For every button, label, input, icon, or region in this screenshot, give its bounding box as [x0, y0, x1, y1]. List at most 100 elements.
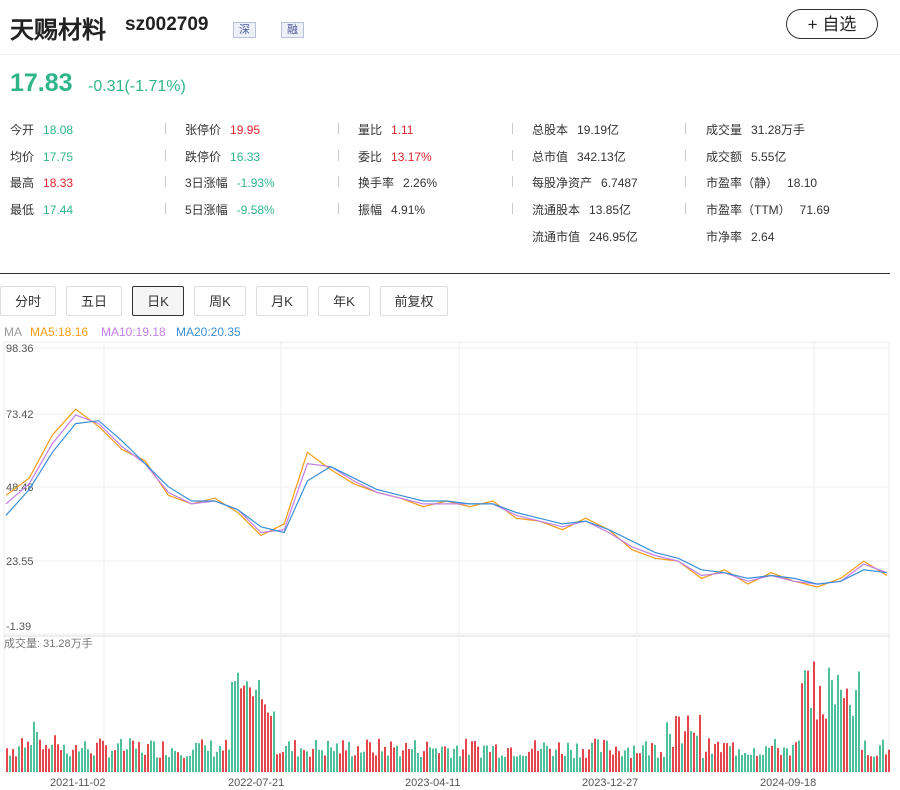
add-watchlist-button[interactable]: + 自选: [786, 9, 878, 39]
stat-label: 流通股本: [532, 203, 581, 217]
volume-bar: [336, 743, 338, 772]
volume-bar: [885, 754, 887, 772]
volume-bar: [387, 755, 389, 772]
volume-bar: [249, 687, 251, 772]
volume-bar: [198, 743, 200, 772]
volume-bar: [270, 715, 272, 772]
volume-bar: [102, 740, 104, 772]
volume-bar: [33, 721, 35, 772]
volume-bar: [81, 748, 83, 772]
volume-bar: [786, 748, 788, 772]
volume-bar: [579, 757, 581, 772]
volume-bar: [204, 745, 206, 772]
tab-yearly-k[interactable]: 年K: [318, 286, 370, 316]
x-tick-label: 2023-12-27: [582, 777, 638, 789]
stat-value: 71.69: [799, 203, 830, 217]
volume-bar: [51, 744, 53, 772]
stat-label: 振幅: [358, 203, 383, 217]
quote-stat: 总股本 19.19亿: [532, 121, 619, 138]
volume-bar: [60, 750, 62, 772]
stat-value: -9.58%: [236, 203, 275, 217]
volume-bar: [222, 750, 224, 772]
volume-bar: [678, 716, 680, 772]
volume-bar: [273, 711, 275, 772]
volume-bar: [27, 741, 29, 772]
volume-bar: [444, 746, 446, 772]
tab-five-day[interactable]: 五日: [66, 286, 122, 316]
volume-bar: [285, 746, 287, 772]
tab-weekly-k[interactable]: 周K: [194, 286, 246, 316]
volume-bar: [156, 757, 158, 772]
volume-bar: [441, 746, 443, 772]
volume-bar: [153, 741, 155, 772]
volume-bar: [615, 746, 617, 772]
volume-bar: [456, 745, 458, 772]
volume-bar: [828, 667, 830, 772]
quote-stat: 成交额 5.55亿: [706, 148, 786, 165]
tab-adjust[interactable]: 前复权: [380, 286, 448, 316]
volume-bar: [150, 740, 152, 772]
volume-bar: [747, 754, 749, 772]
volume-bar: [522, 755, 524, 772]
volume-bar: [867, 755, 869, 772]
tab-monthly-k[interactable]: 月K: [256, 286, 308, 316]
ma-line-ma20: [5, 420, 888, 585]
volume-bar: [12, 749, 14, 772]
stock-name: 天赐材料: [10, 17, 106, 44]
quote-stat: 均价 17.75: [10, 148, 73, 165]
volume-bar: [714, 743, 716, 772]
quote-stat: 成交量 31.28万手: [706, 121, 805, 138]
volume-bar: [762, 754, 764, 772]
volume-bar: [324, 755, 326, 772]
volume-bar: [648, 755, 650, 772]
volume-bar: [57, 744, 59, 772]
stat-label: 张停价: [185, 123, 222, 137]
volume-bar: [63, 744, 65, 772]
stat-label: 市盈率（TTM）: [706, 203, 791, 217]
stock-code: sz002709: [125, 14, 209, 35]
quote-stat: 今开 18.08: [10, 121, 73, 138]
volume-bar: [405, 742, 407, 772]
volume-bar: [492, 746, 494, 772]
volume-bar: [219, 746, 221, 772]
x-tick-label: 2022-07-21: [228, 777, 284, 789]
stat-label: 最高: [10, 176, 35, 190]
volume-bar: [663, 756, 665, 772]
tab-intraday[interactable]: 分时: [0, 286, 56, 316]
volume-bar: [774, 738, 776, 772]
volume-bar: [72, 749, 74, 772]
volume-bar: [120, 738, 122, 772]
volume-bar: [228, 749, 230, 772]
volume-bar: [15, 756, 17, 772]
volume-bar: [531, 748, 533, 772]
quote-stat: 市净率 2.64: [706, 228, 774, 245]
volume-bar: [279, 753, 281, 772]
volume-bar: [837, 674, 839, 772]
stat-label: 5日涨幅: [185, 203, 228, 217]
stat-value: 18.08: [43, 123, 74, 137]
stat-label: 换手率: [358, 176, 395, 190]
volume-bar: [519, 755, 521, 772]
volume-bar: [297, 756, 299, 772]
volume-bar: [843, 698, 845, 772]
volume-bar: [144, 754, 146, 772]
volume-bar: [252, 696, 254, 772]
kline-chart[interactable]: 98.36 73.42 48.48 23.55 -1.39 2021-11-02 2022-…: [0, 340, 892, 790]
ma-line-ma5: [5, 408, 888, 588]
volume-bar: [408, 749, 410, 772]
volume-bar: [570, 750, 572, 772]
volume-bar: [402, 750, 404, 772]
volume-bar: [96, 742, 98, 772]
tab-daily-k[interactable]: 日K: [132, 286, 184, 316]
quote-stat: 振幅 4.91%: [358, 201, 425, 218]
stat-separator: [512, 123, 513, 134]
stat-separator: [512, 176, 513, 187]
volume-bar: [465, 738, 467, 772]
volume-bar: [48, 748, 50, 772]
volume-bar: [90, 753, 92, 772]
volume-bar: [474, 741, 476, 772]
volume-bar: [471, 741, 473, 772]
volume-bar: [498, 757, 500, 772]
stat-label: 总市值: [532, 150, 569, 164]
volume-bars: [6, 661, 890, 772]
